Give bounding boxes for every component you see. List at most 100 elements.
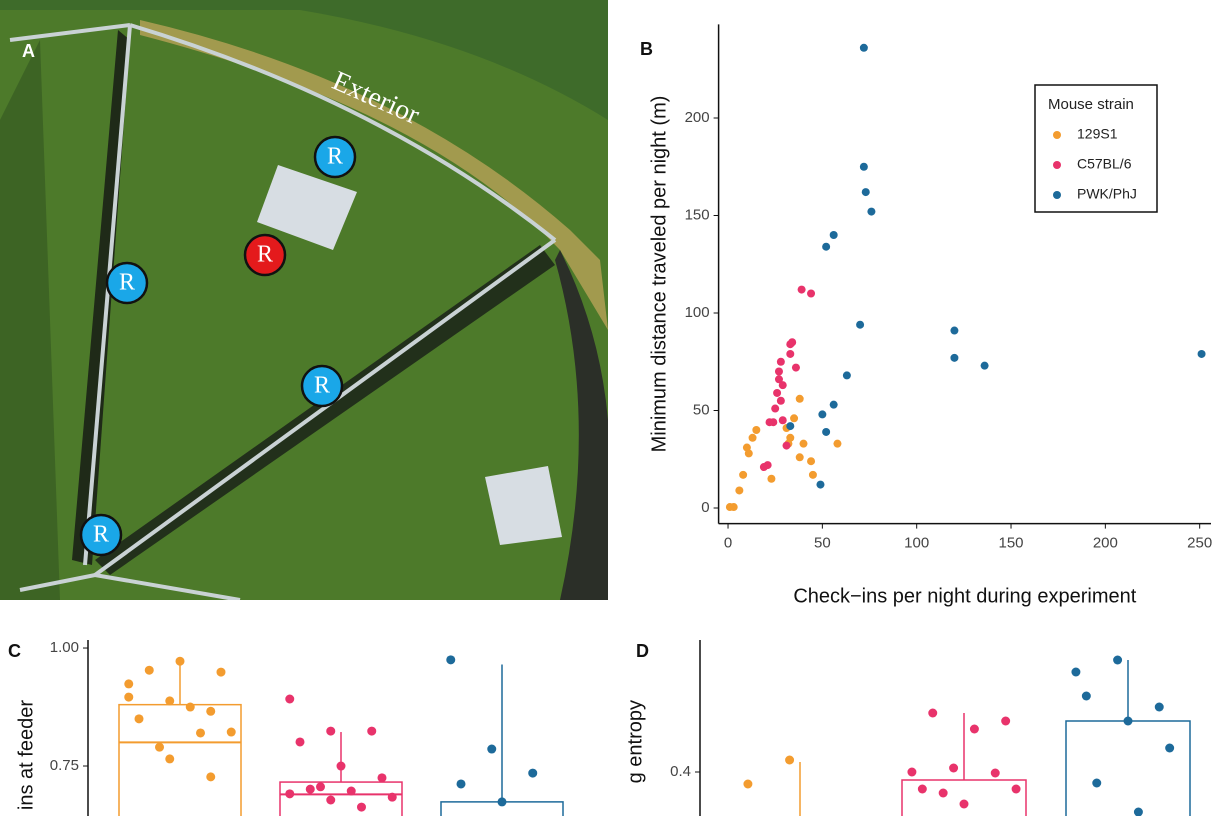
panel-label: D	[636, 641, 649, 661]
point	[1071, 667, 1081, 677]
exterior-vegetation	[0, 0, 608, 120]
point	[788, 338, 797, 347]
point	[1154, 702, 1164, 712]
x-tick-label: 50	[814, 535, 831, 552]
point	[786, 433, 795, 442]
point	[285, 694, 295, 704]
point	[729, 503, 738, 512]
point	[528, 768, 538, 778]
point	[799, 439, 808, 448]
fences	[9, 23, 557, 600]
point	[769, 418, 778, 427]
receiver-label: R	[119, 270, 135, 296]
point	[949, 763, 959, 773]
panel-label: B	[640, 39, 653, 59]
y-tick-label: 150	[685, 206, 710, 223]
point	[1197, 349, 1206, 358]
y-tick-label: 0	[701, 499, 709, 516]
box	[901, 779, 1027, 816]
point	[367, 726, 377, 736]
point	[497, 797, 507, 807]
receiver-marker	[300, 364, 344, 408]
legend-box	[1034, 84, 1158, 213]
y-tick-label: 100	[685, 304, 710, 321]
y-tick-label: 200	[685, 109, 710, 126]
receiver-label: R	[93, 522, 109, 548]
receiver-marker	[105, 261, 149, 305]
point	[226, 727, 236, 737]
legend-label: 129S1	[1077, 126, 1118, 142]
point	[456, 779, 466, 789]
point	[763, 461, 772, 470]
point	[867, 207, 876, 216]
point	[134, 714, 144, 724]
point	[743, 779, 753, 789]
point	[782, 441, 791, 450]
corridor	[72, 30, 130, 565]
receiver-marker	[313, 135, 357, 179]
point	[778, 416, 787, 425]
point	[487, 744, 497, 754]
receiver-marker	[243, 233, 287, 277]
point	[774, 375, 783, 384]
x-tick-label: 200	[1093, 535, 1118, 552]
legend-swatch	[1053, 191, 1061, 199]
point	[959, 799, 969, 809]
point	[124, 679, 134, 689]
point	[808, 470, 817, 479]
point	[1123, 716, 1133, 726]
point	[907, 767, 917, 777]
point	[1092, 778, 1102, 788]
point	[795, 394, 804, 403]
y-tick-label: 50	[693, 401, 710, 418]
receiver-marker	[79, 513, 123, 557]
point	[1165, 743, 1175, 753]
point	[1011, 784, 1021, 794]
point	[326, 795, 336, 805]
point	[739, 470, 748, 479]
y-tick-label: 0.4	[670, 763, 691, 780]
point	[387, 792, 397, 802]
point	[195, 728, 205, 738]
point	[326, 726, 336, 736]
point	[165, 696, 175, 706]
point	[778, 381, 787, 390]
point	[336, 761, 346, 771]
point	[990, 768, 1000, 778]
point	[938, 788, 948, 798]
x-tick-label: 0	[724, 535, 732, 552]
point	[859, 162, 868, 171]
point	[829, 400, 838, 409]
y-axis-title: g entropy	[624, 700, 646, 783]
grass-patch	[0, 40, 60, 600]
legend-swatch	[1053, 131, 1061, 139]
point	[969, 724, 979, 734]
box	[118, 703, 242, 816]
point	[790, 414, 799, 423]
point	[833, 439, 842, 448]
point	[1001, 716, 1011, 726]
point	[295, 737, 305, 747]
point	[285, 789, 295, 799]
point	[735, 486, 744, 495]
box	[279, 781, 403, 816]
legend-label: PWK/PhJ	[1077, 186, 1137, 202]
outer-wall	[555, 250, 608, 600]
point	[786, 349, 795, 358]
point	[767, 474, 776, 483]
x-tick-label: 250	[1187, 535, 1212, 552]
point	[785, 755, 795, 765]
point	[771, 404, 780, 413]
panel-label: A	[22, 41, 35, 61]
point	[446, 655, 456, 665]
point	[165, 754, 175, 764]
point	[797, 285, 806, 294]
y-axis-title: ins at feeder	[15, 700, 37, 810]
point	[786, 422, 795, 431]
y-axis-title: Minimum distance traveled per night (m)	[648, 96, 670, 453]
box	[1065, 720, 1191, 816]
shelter	[485, 466, 562, 545]
point	[773, 388, 782, 397]
point	[822, 242, 831, 251]
